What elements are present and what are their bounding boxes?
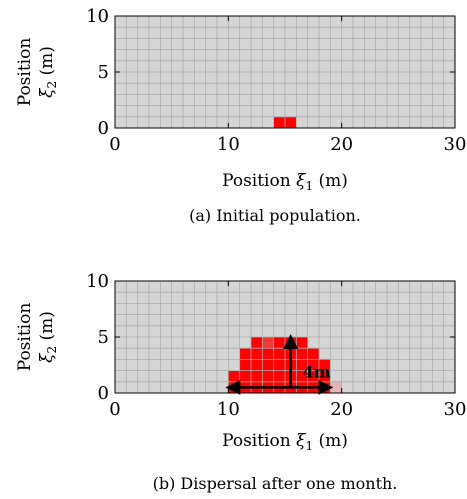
y-tick-label: 10 [86, 6, 109, 27]
x-tick-label: 30 [444, 134, 467, 155]
y-tick-label: 0 [98, 383, 109, 404]
y-axis-label-line2: ξ2 (m) [37, 46, 59, 98]
y-axis-label-unit: (m) [37, 46, 57, 81]
population-cell [307, 359, 319, 371]
x-tick-label: 0 [109, 399, 120, 420]
y-axis-label-unit: (m) [37, 311, 57, 346]
population-cell [273, 116, 285, 128]
population-cell [273, 370, 285, 382]
x-axis-label: Position ξ1 (m) [222, 431, 348, 453]
x-tick-label: 30 [444, 399, 467, 420]
population-cell [307, 348, 319, 360]
population-cell [251, 348, 263, 360]
x-axis-label-text: Position [222, 431, 296, 451]
population-cell [296, 370, 308, 382]
population-cell [273, 359, 285, 371]
population-cell [262, 337, 274, 349]
y-tick-label: 5 [98, 327, 109, 348]
x-axis-label-symbol: ξ [296, 431, 307, 451]
x-tick-label: 20 [330, 134, 353, 155]
panel-caption: (a) Initial population. [189, 206, 361, 225]
x-axis-label-unit: (m) [313, 171, 348, 191]
population-cell [307, 370, 319, 382]
population-cell [296, 359, 308, 371]
y-tick-label: 0 [98, 118, 109, 139]
population-cell [296, 348, 308, 360]
x-axis-label-text: Position [222, 171, 296, 191]
population-cell [319, 359, 331, 371]
population-cell [251, 359, 263, 371]
panel-caption: (b) Dispersal after one month. [153, 474, 398, 493]
x-tick-label: 10 [217, 134, 240, 155]
x-axis-label-subscript: 1 [305, 179, 313, 193]
population-cell [273, 337, 285, 349]
population-cell [330, 381, 342, 393]
y-axis-label-subscript: 2 [45, 81, 59, 89]
y-axis-label-symbol: ξ [37, 87, 57, 98]
x-axis-label-symbol: ξ [296, 171, 307, 191]
population-cell [239, 348, 251, 360]
x-axis-label-unit: (m) [313, 431, 348, 451]
y-axis-label-symbol: ξ [37, 352, 57, 363]
annotation-label: 4m [303, 362, 331, 381]
x-axis-label-subscript: 1 [305, 439, 313, 453]
y-tick-label: 5 [98, 62, 109, 83]
y-axis-label-line1: Position [15, 303, 35, 372]
y-axis-label-line2: ξ2 (m) [37, 311, 59, 363]
population-cell [251, 337, 263, 349]
population-cell [262, 359, 274, 371]
population-cell [239, 370, 251, 382]
population-cell [319, 370, 331, 382]
y-tick-label: 10 [86, 271, 109, 292]
population-cell [296, 337, 308, 349]
y-axis-label-line1: Position [15, 38, 35, 107]
population-cell [273, 348, 285, 360]
y-axis-label-subscript: 2 [45, 346, 59, 354]
population-cell [239, 359, 251, 371]
x-tick-label: 0 [109, 134, 120, 155]
population-cell [251, 370, 263, 382]
x-tick-label: 20 [330, 399, 353, 420]
population-cell [228, 370, 240, 382]
population-cell [262, 348, 274, 360]
x-axis-label: Position ξ1 (m) [222, 171, 348, 193]
population-cell [262, 370, 274, 382]
population-cell [285, 116, 297, 128]
x-tick-label: 10 [217, 399, 240, 420]
